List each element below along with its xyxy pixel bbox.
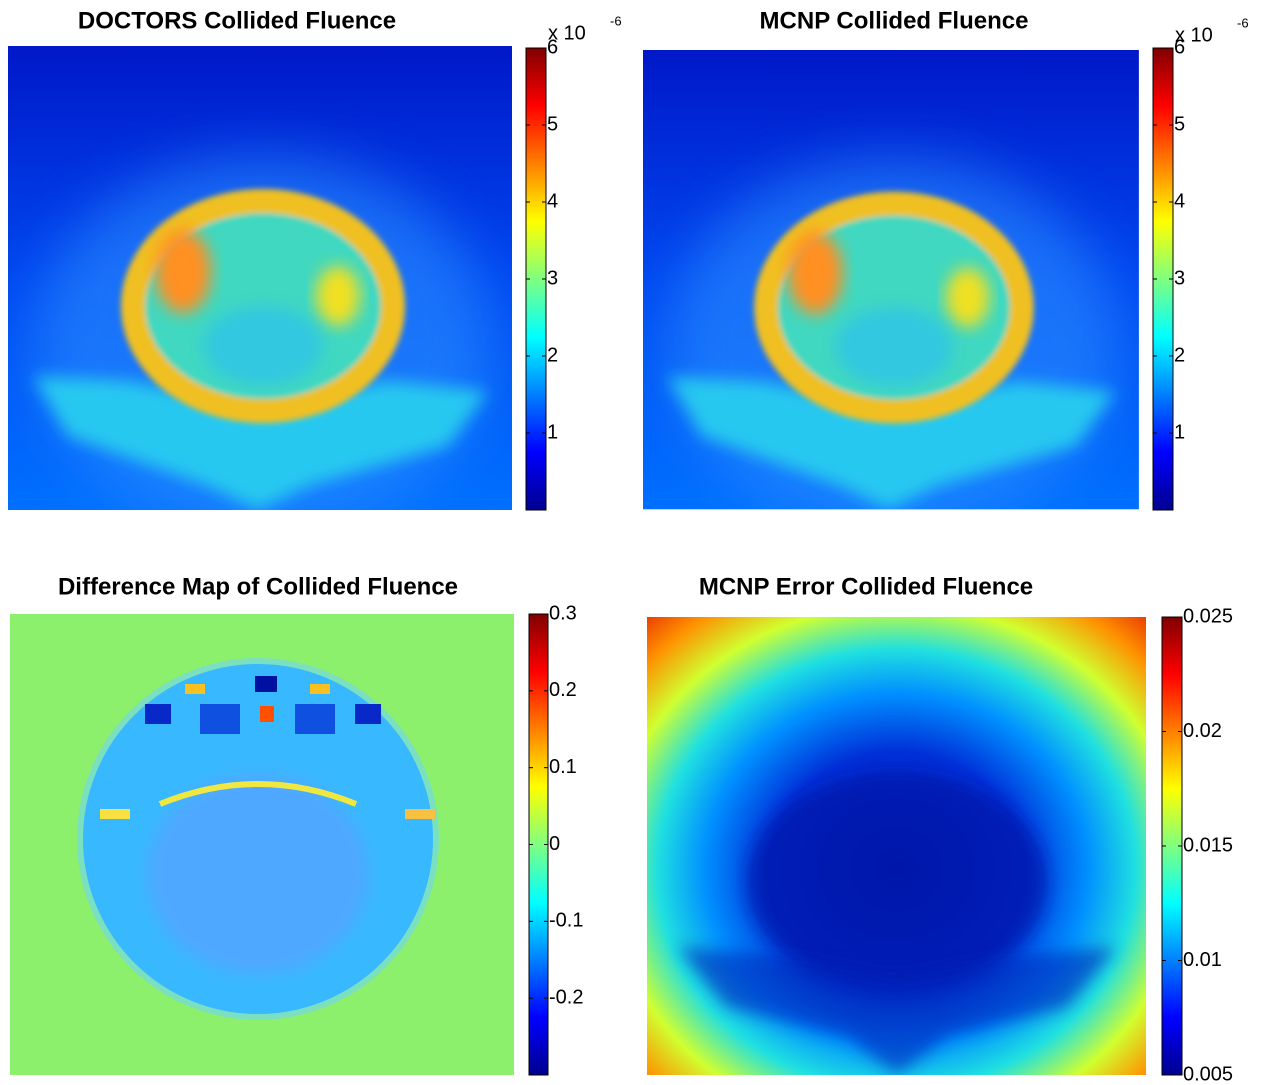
colorbar-tick-label: 5 — [1174, 113, 1185, 135]
scale-base: x 10 — [1175, 24, 1213, 46]
heatmap-image — [643, 50, 1139, 535]
colorbar-tick-label: 0.02 — [1183, 720, 1222, 742]
colorbar-tick-label: -0.2 — [549, 986, 583, 1008]
colorbar-tick-label: 2 — [547, 344, 558, 366]
colorbar-tick-label: 1 — [547, 421, 558, 443]
chart-title: MCNP Collided Fluence — [760, 7, 1029, 34]
colorbar-tick-label: 1 — [1174, 421, 1185, 443]
colorbar-tick-label: 0.015 — [1183, 834, 1233, 856]
scale-exponent: -6 — [1237, 15, 1249, 30]
chart-title: MCNP Error Collided Fluence — [699, 573, 1033, 600]
colorbar-tick-label: 0.1 — [549, 756, 577, 778]
heatmap-image — [647, 617, 1146, 1075]
chart-title: DOCTORS Collided Fluence — [78, 7, 396, 34]
chart-title: Difference Map of Collided Fluence — [58, 573, 458, 600]
colorbar-tick-label: 3 — [1174, 267, 1185, 289]
figure: DOCTORS Collided Fluence123456x 10-6MCNP… — [0, 0, 1271, 1085]
scale-exponent: -6 — [610, 13, 622, 28]
colorbar-tick-label: 0.005 — [1183, 1063, 1233, 1085]
scale-base: x 10 — [548, 22, 586, 44]
colorbar-tick-label: 0.01 — [1183, 949, 1222, 971]
colorbar-tick-label: 2 — [1174, 344, 1185, 366]
colorbar-tick-label: 5 — [547, 113, 558, 135]
colorbar-tick-label: 0.3 — [549, 602, 577, 624]
heatmap-image — [10, 614, 514, 1075]
colorbar-tick-label: 4 — [547, 190, 558, 212]
colorbar-tick-label: 3 — [547, 267, 558, 289]
colorbar-tick-label: 4 — [1174, 190, 1185, 212]
colorbar-tick-label: 0.2 — [549, 679, 577, 701]
heatmap-image — [8, 46, 512, 536]
colorbar-tick-label: 0 — [549, 833, 560, 855]
colorbar-tick-label: -0.1 — [549, 910, 583, 932]
colorbar-tick-label: 0.025 — [1183, 605, 1233, 627]
